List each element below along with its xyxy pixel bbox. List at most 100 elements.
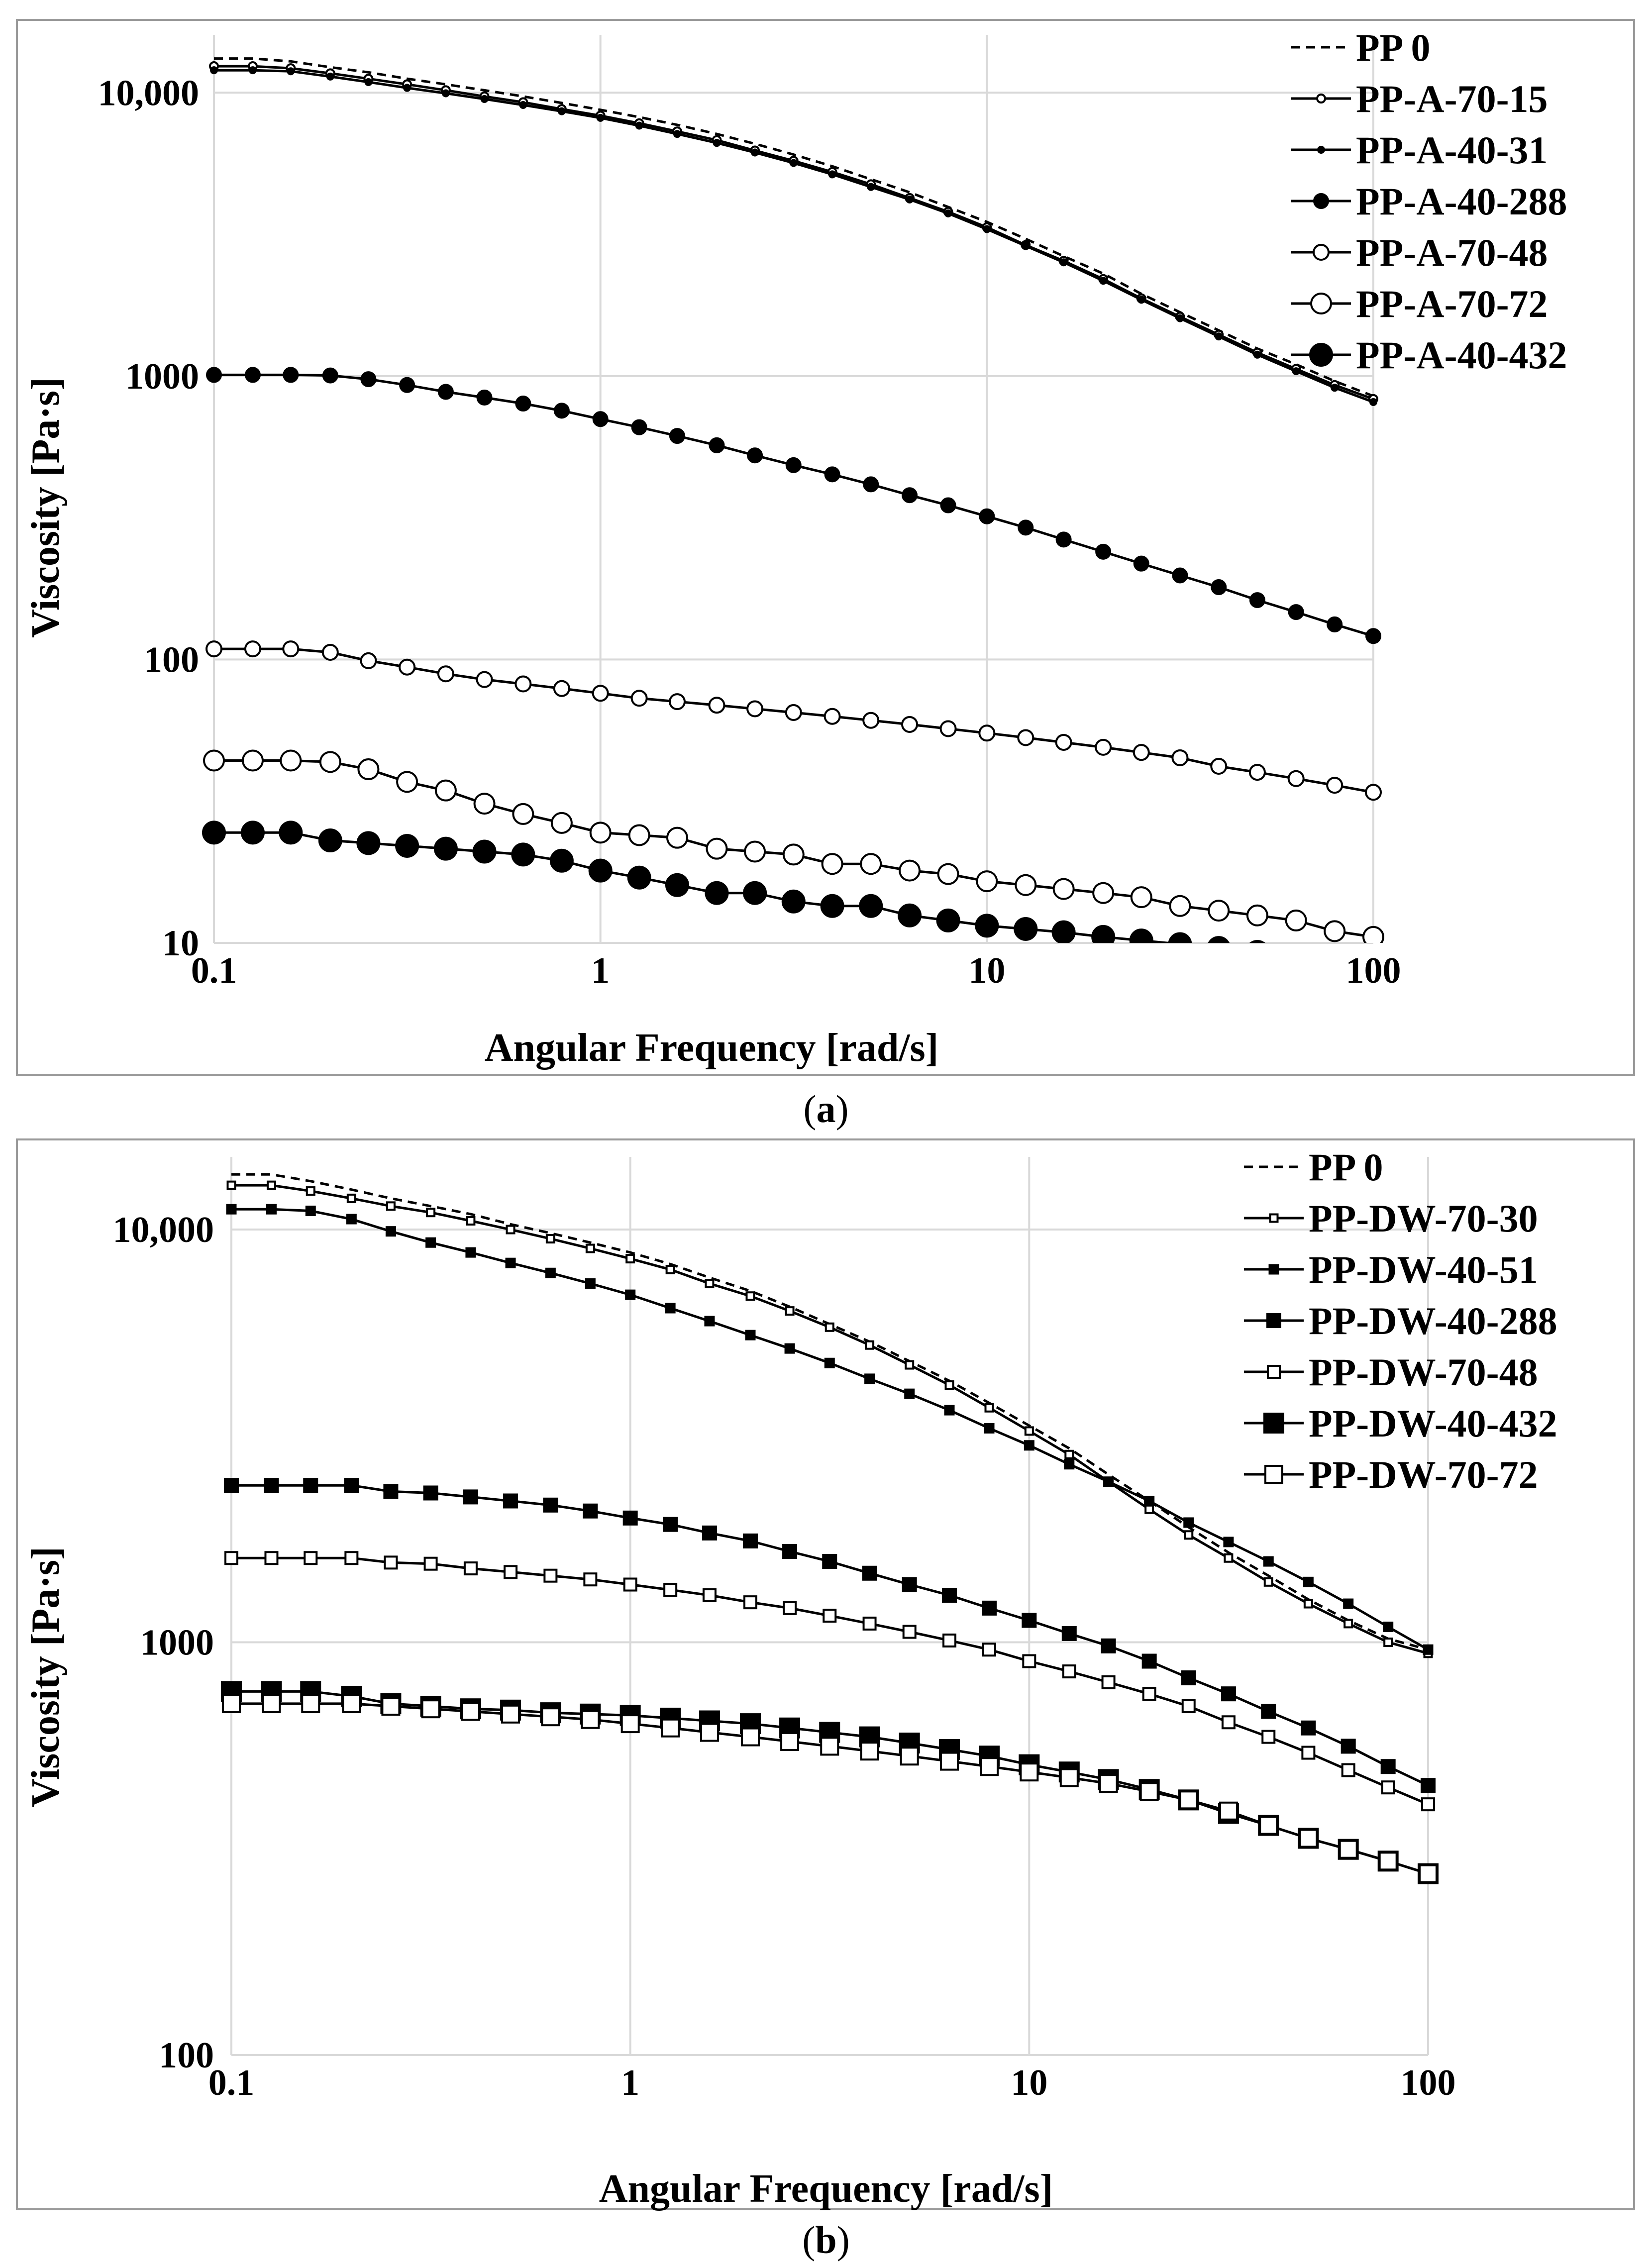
data-point: [1064, 1449, 1074, 1459]
data-point: [512, 803, 534, 825]
data-point: [1024, 1426, 1034, 1436]
data-point: [505, 1257, 516, 1268]
data-point: [1369, 398, 1377, 406]
data-point: [635, 121, 643, 130]
data-point: [592, 411, 609, 427]
data-point: [1249, 939, 1265, 943]
data-point: [203, 749, 225, 772]
data-point: [515, 675, 532, 693]
x-tick-label: 100: [1401, 2062, 1456, 2103]
data-point: [745, 1291, 755, 1301]
data-point: [783, 1601, 797, 1615]
data-point: [824, 1357, 835, 1368]
data-point: [1059, 258, 1068, 267]
data-point: [1419, 1864, 1438, 1883]
data-point: [1362, 926, 1384, 943]
legend-label: PP 0: [1309, 1145, 1383, 1189]
data-point: [708, 697, 725, 714]
data-point: [321, 644, 339, 661]
data-point: [466, 1216, 476, 1226]
data-point: [709, 437, 725, 453]
data-point: [937, 863, 959, 885]
data-point: [589, 822, 612, 844]
panel-a-y-tick-labels: 10 100 1000 10,000: [98, 73, 200, 964]
data-point: [784, 1343, 795, 1354]
data-point: [202, 821, 226, 845]
data-point: [705, 881, 729, 905]
data-point: [543, 1568, 558, 1583]
data-point: [1383, 1638, 1393, 1647]
data-point: [978, 724, 996, 742]
x-tick-label: 10: [1011, 2062, 1047, 2103]
legend-item-pp-dw-70-48: PP-DW-70-48: [1244, 1350, 1538, 1394]
data-point: [859, 894, 883, 918]
panel-b-series: [221, 1173, 1439, 1884]
legend-label: PP-A-70-15: [1356, 77, 1548, 120]
series-pp-a-70-72: [203, 749, 1384, 943]
data-point: [984, 1403, 994, 1413]
data-point: [433, 836, 458, 861]
y-tick-label: 1000: [140, 1623, 214, 1663]
data-point: [1014, 917, 1038, 941]
data-point: [385, 1226, 396, 1237]
legend-label: PP-A-70-72: [1356, 282, 1548, 325]
data-point: [264, 1478, 279, 1493]
data-point: [1303, 1576, 1314, 1587]
panel-b-frame: [16, 1138, 1635, 2210]
data-point: [673, 130, 681, 138]
data-point: [1210, 758, 1228, 775]
data-point: [944, 1380, 954, 1390]
data-point: [381, 1697, 401, 1716]
data-point: [901, 716, 919, 733]
data-point: [1263, 1556, 1274, 1567]
data-point: [705, 1279, 715, 1289]
legend-label: PP-DW-70-30: [1309, 1197, 1538, 1240]
data-point: [1133, 744, 1150, 761]
data-point: [902, 1625, 917, 1639]
y-tick-label: 10,000: [113, 1210, 214, 1250]
data-point: [713, 139, 721, 147]
data-point: [1288, 604, 1304, 620]
legend-item-pp-dw-70-72: PP-DW-70-72: [1244, 1453, 1538, 1496]
data-point: [1378, 1852, 1398, 1871]
data-point: [1287, 770, 1305, 787]
data-point: [1261, 1704, 1276, 1719]
data-point: [1130, 886, 1152, 909]
data-point: [266, 1204, 277, 1215]
data-point: [434, 779, 457, 802]
legend-marker: [1310, 293, 1332, 314]
data-point: [226, 1204, 237, 1215]
data-point: [383, 1484, 399, 1499]
data-point: [745, 1330, 756, 1340]
data-point: [1015, 874, 1037, 896]
data-point: [421, 1699, 440, 1719]
data-point: [1101, 1675, 1116, 1689]
x-tick-label: 10: [968, 950, 1005, 991]
legend-label: PP-DW-70-48: [1309, 1350, 1538, 1394]
data-point: [1263, 1577, 1273, 1587]
data-point: [625, 1254, 635, 1264]
legend-marker: [1264, 1465, 1283, 1484]
data-point: [785, 1306, 795, 1316]
data-point: [1326, 777, 1343, 794]
data-point: [581, 1710, 600, 1729]
data-point: [318, 828, 342, 852]
data-point: [1181, 1699, 1196, 1714]
data-point: [628, 824, 650, 846]
data-point: [463, 1489, 478, 1505]
data-point: [1285, 909, 1307, 931]
data-point: [663, 1583, 678, 1597]
data-point: [262, 1694, 281, 1713]
panel-a-x-axis-title: Angular Frequency [rad/s]: [485, 1026, 939, 1070]
data-point: [1137, 296, 1145, 304]
data-point: [939, 720, 957, 737]
data-point: [1341, 1763, 1355, 1777]
data-point: [504, 1565, 518, 1579]
data-point: [661, 1718, 680, 1738]
legend-marker: [1313, 193, 1329, 209]
panel-b-x-axis-title: Angular Frequency [rad/s]: [599, 2167, 1053, 2211]
panel-a-series: [202, 57, 1384, 943]
series-pp-dw-40-288: [224, 1478, 1436, 1793]
data-point: [1365, 784, 1382, 801]
